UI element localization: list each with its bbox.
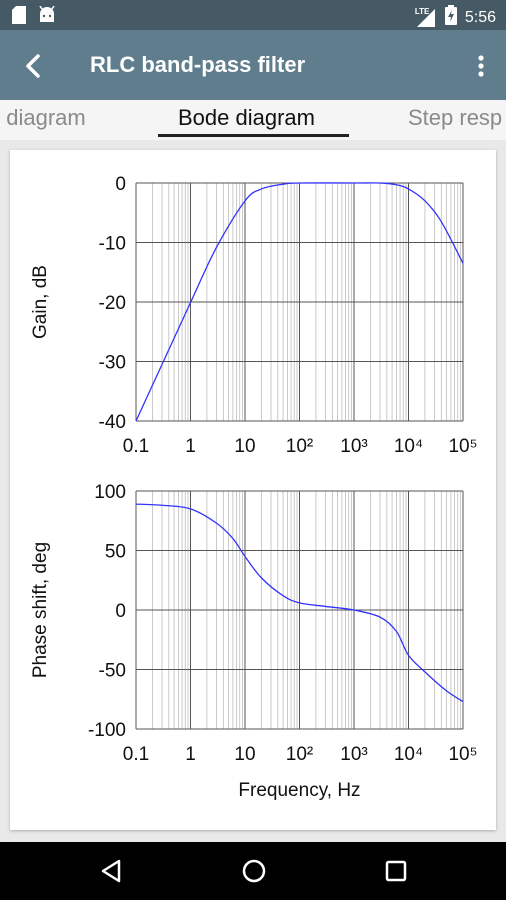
more-vert-icon bbox=[478, 55, 484, 77]
y-tick-label: -20 bbox=[99, 293, 126, 314]
x-tick-label: 1 bbox=[185, 744, 196, 765]
circle-home-icon bbox=[242, 859, 266, 883]
app-bar: RLC band-pass filter bbox=[0, 30, 506, 100]
tab-step-response[interactable]: Step resp bbox=[408, 105, 503, 130]
x-tick-label: 10³ bbox=[340, 436, 367, 457]
active-tab-indicator bbox=[158, 134, 349, 137]
sd-card-icon bbox=[12, 6, 26, 29]
network-type-label: LTE bbox=[414, 6, 430, 16]
x-tick-label: 0.1 bbox=[123, 436, 149, 457]
y-tick-label: 0 bbox=[115, 601, 126, 622]
x-tick-label: 10⁴ bbox=[394, 744, 423, 765]
y-tick-label: 0 bbox=[115, 174, 126, 195]
status-time: 5:56 bbox=[464, 8, 496, 26]
navigation-bar bbox=[0, 842, 506, 900]
y-axis-label: Gain, dB bbox=[30, 265, 51, 339]
gain-series-line bbox=[135, 182, 464, 422]
y-tick-label: -100 bbox=[88, 720, 126, 741]
y-tick-label: -40 bbox=[99, 412, 126, 433]
x-axis-label: Frequency, Hz bbox=[238, 780, 360, 801]
nav-home-button[interactable] bbox=[239, 856, 269, 886]
back-arrow-icon bbox=[26, 54, 40, 78]
android-icon bbox=[38, 5, 56, 29]
nav-recents-button[interactable] bbox=[381, 856, 411, 886]
more-options-button[interactable] bbox=[472, 50, 490, 82]
x-tick-label: 10⁴ bbox=[394, 436, 423, 457]
x-tick-label: 0.1 bbox=[123, 744, 149, 765]
x-tick-label: 10⁵ bbox=[448, 436, 477, 457]
x-tick-label: 10 bbox=[234, 436, 255, 457]
back-button[interactable] bbox=[18, 50, 50, 82]
tab-bar: t diagram Bode diagram Step resp bbox=[0, 100, 506, 140]
x-tick-label: 10⁵ bbox=[448, 744, 477, 765]
triangle-back-icon bbox=[101, 859, 121, 883]
x-tick-label: 10² bbox=[286, 744, 313, 765]
square-recents-icon bbox=[385, 860, 407, 882]
status-bar: LTE 5:56 bbox=[0, 0, 506, 30]
battery-icon bbox=[444, 5, 457, 30]
tab-bode-diagram[interactable]: Bode diagram bbox=[178, 105, 315, 130]
y-tick-label: -30 bbox=[99, 353, 126, 374]
x-tick-label: 10³ bbox=[340, 744, 367, 765]
y-tick-label: 50 bbox=[105, 542, 126, 563]
y-axis-label: Phase shift, deg bbox=[30, 542, 51, 678]
y-tick-label: -50 bbox=[99, 661, 126, 682]
nav-back-button[interactable] bbox=[97, 856, 127, 886]
y-tick-label: 100 bbox=[94, 482, 126, 503]
x-tick-label: 10 bbox=[234, 744, 255, 765]
x-tick-label: 1 bbox=[185, 436, 196, 457]
tab-circuit-diagram[interactable]: t diagram bbox=[0, 105, 86, 130]
page-title: RLC band-pass filter bbox=[90, 52, 306, 77]
x-tick-label: 10² bbox=[286, 436, 313, 457]
y-tick-label: -10 bbox=[99, 234, 126, 255]
signal-icon: LTE bbox=[414, 6, 437, 27]
phase-series-line bbox=[135, 503, 464, 703]
bode-chart-card: 0 -10 -20 -30 -40 0.1 1 10 10² 10³ 10⁴ 10⁵ Gain, dB 1… bbox=[10, 150, 496, 830]
